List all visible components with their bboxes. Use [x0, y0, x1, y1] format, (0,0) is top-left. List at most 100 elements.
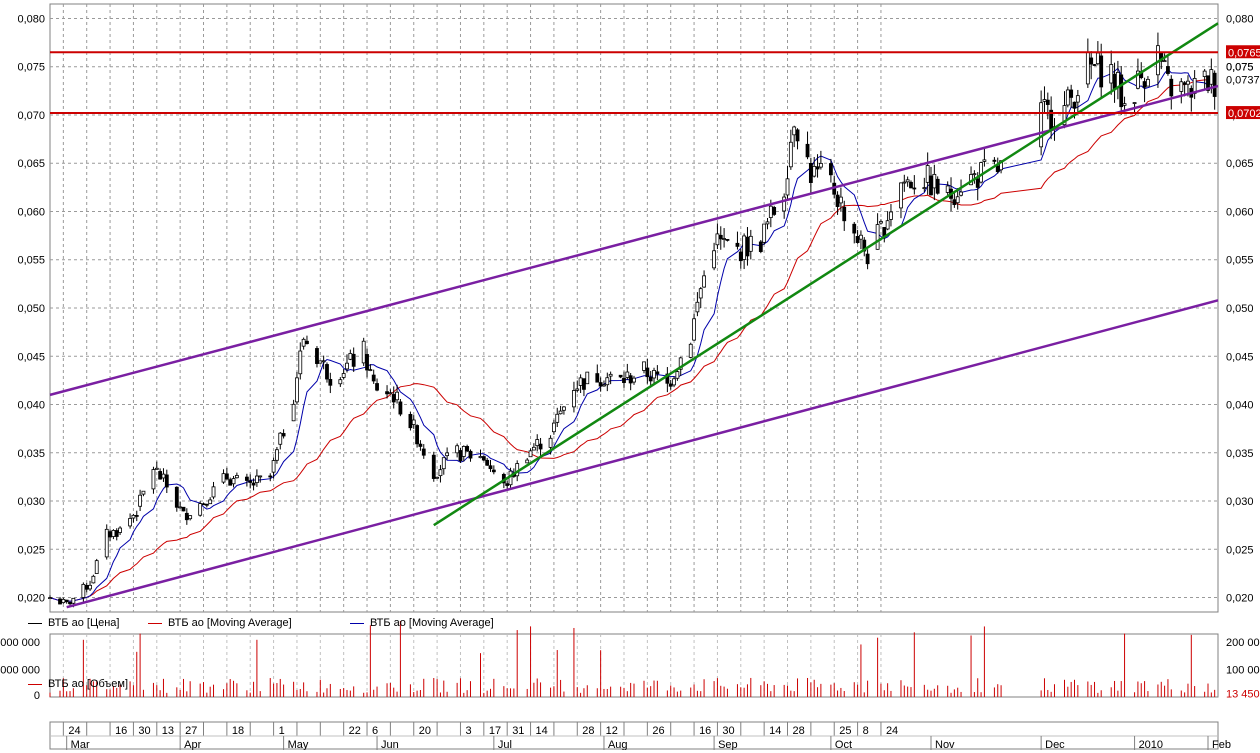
candle-body: [1045, 99, 1050, 105]
price-marker-label: 0,0702: [1228, 108, 1260, 120]
candle-body: [134, 515, 139, 517]
candle-body: [692, 318, 696, 341]
candle-body: [415, 425, 419, 445]
candle-body: [151, 469, 156, 490]
candlestick: [815, 154, 820, 178]
price-tick-right: 0,055: [1226, 255, 1254, 267]
candle-body: [932, 173, 937, 189]
moving-average-red: [49, 78, 1215, 602]
price-tick-right: 0,040: [1226, 400, 1254, 412]
moving-average-blue: [49, 67, 1215, 602]
candlestick: [902, 174, 907, 192]
candlestick: [481, 455, 486, 462]
candlestick: [525, 457, 530, 464]
candlestick: [955, 188, 960, 210]
month-label: Aug: [608, 739, 628, 750]
candle-body: [361, 340, 366, 364]
candlestick: [655, 365, 660, 381]
candle-body: [655, 371, 660, 375]
candle-body: [548, 437, 553, 448]
candle-body: [675, 371, 680, 379]
candlestick: [455, 443, 460, 458]
candle-body: [738, 251, 743, 262]
month-label: Feb: [1212, 739, 1231, 750]
month-label: Oct: [835, 739, 852, 750]
candle-body: [715, 233, 720, 246]
candle-body: [975, 178, 980, 188]
date-tick-label: 30: [722, 725, 734, 737]
candle-body: [234, 475, 239, 479]
candlestick: [485, 457, 490, 466]
candle-body: [418, 443, 423, 447]
candlestick: [488, 459, 493, 472]
candlestick: [361, 337, 366, 366]
price-marker-box: [1226, 106, 1260, 120]
candle-body: [231, 478, 236, 485]
candlestick: [552, 419, 556, 435]
candlestick: [905, 176, 910, 187]
candlestick: [782, 193, 787, 219]
candlestick: [291, 399, 296, 422]
candle-body: [642, 361, 646, 371]
candle-body: [275, 449, 279, 461]
candlestick: [672, 376, 676, 388]
candlestick: [188, 515, 193, 521]
candle-body: [912, 187, 917, 190]
candle-body: [595, 373, 600, 383]
candle-body: [1095, 52, 1100, 65]
month-label: 2010: [1139, 739, 1163, 750]
candle-body: [48, 597, 52, 600]
candlestick: [1166, 54, 1170, 76]
volume-tick-right: 100 00: [1226, 665, 1260, 677]
candle-body: [84, 585, 89, 590]
date-tick-label: 12: [606, 725, 618, 737]
candlestick: [281, 429, 286, 439]
legend-ma-red: ВТБ ао [Moving Average]: [148, 617, 292, 629]
candle-body: [181, 506, 186, 512]
candlestick: [88, 580, 92, 591]
candlestick: [174, 486, 179, 512]
candle-body: [271, 460, 276, 473]
date-tick-label: 22: [349, 725, 361, 737]
date-tick-label: 26: [652, 725, 664, 737]
candlestick: [208, 497, 213, 505]
candlestick: [562, 406, 566, 415]
candlestick: [818, 150, 823, 170]
candlestick: [418, 440, 423, 451]
candle-body: [365, 354, 369, 371]
candle-body: [295, 377, 299, 403]
price-tick-right: 0,050: [1226, 303, 1254, 315]
candle-body: [902, 181, 907, 184]
candlestick: [318, 360, 323, 364]
candle-body: [792, 126, 797, 136]
candle-body: [1122, 103, 1127, 106]
candlestick: [298, 342, 303, 380]
candle-body: [1182, 82, 1187, 85]
candlestick: [602, 380, 606, 387]
candle-body: [71, 597, 76, 604]
candle-body: [812, 165, 817, 177]
candle-body: [244, 476, 249, 481]
price-marker-label: 0,075: [1226, 62, 1254, 74]
price-tick-right: 0,075: [1226, 62, 1254, 74]
candle-body: [468, 450, 473, 459]
candlestick: [909, 180, 913, 189]
candle-body: [742, 235, 747, 260]
candle-body: [952, 199, 957, 205]
candlestick: [762, 223, 767, 245]
candle-body: [765, 221, 770, 225]
candle-body: [204, 503, 209, 506]
candle-body: [255, 475, 259, 484]
candle-body: [228, 479, 233, 486]
candlestick: [748, 229, 753, 260]
candlestick: [758, 239, 763, 254]
legend-ma-red-label: ВТБ ао [Moving Average]: [168, 617, 292, 629]
candle-body: [625, 371, 630, 378]
price-tick-left: 0,080: [17, 13, 45, 25]
legend-price: ВТБ ао [Цена]: [28, 617, 119, 629]
price-tick-left: 0,060: [17, 206, 45, 218]
candlestick: [325, 362, 329, 383]
candle-body: [224, 473, 229, 480]
candle-body: [628, 375, 633, 384]
